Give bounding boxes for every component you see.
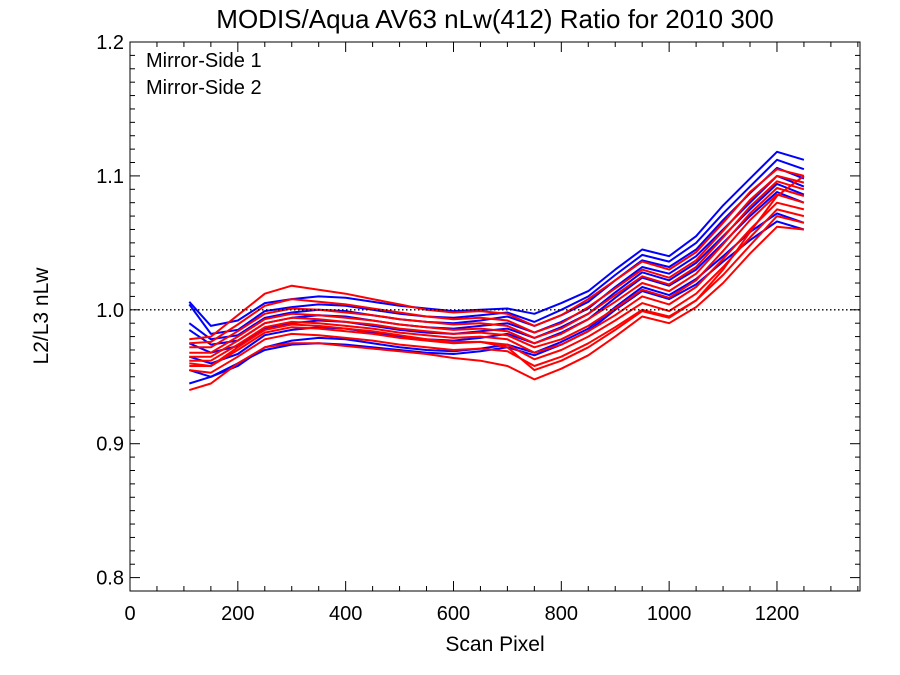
series-line-17 — [189, 225, 804, 392]
series-line-2 — [188, 158, 805, 335]
series-line-12 — [189, 187, 805, 354]
x-tick-label: 200 — [221, 603, 254, 625]
series-line-7 — [189, 212, 805, 378]
legend-entry-mirror-side-1: Mirror-Side 1 — [146, 50, 262, 72]
series-line-1 — [188, 150, 805, 327]
series-line-18 — [189, 175, 805, 372]
x-tick-label: 800 — [545, 603, 578, 625]
y-tick-label: 1.0 — [96, 300, 124, 322]
y-axis-label: L2/L3 nLw — [30, 267, 53, 365]
legend-entry-mirror-side-2: Mirror-Side 2 — [146, 77, 262, 99]
y-axis-ticks: 0.8 0.9 1.0 1.1 1.2 — [96, 32, 860, 592]
series-line-6 — [189, 191, 805, 365]
x-axis-label: Scan Pixel — [445, 633, 544, 656]
series-line-9 — [189, 168, 805, 341]
y-tick-label: 1.1 — [96, 166, 124, 188]
x-axis-ticks: 0 200 400 600 800 1000 1200 — [124, 42, 859, 625]
plot-frame — [129, 41, 861, 592]
y-tick-label: 0.9 — [96, 434, 124, 456]
x-tick-label: 600 — [437, 603, 470, 625]
series-line-13 — [189, 193, 805, 358]
x-tick-label: 0 — [124, 603, 135, 625]
y-tick-label: 1.2 — [96, 32, 124, 54]
series-line-15 — [189, 208, 805, 367]
x-tick-label: 1200 — [755, 603, 800, 625]
y-tick-label: 0.8 — [96, 568, 124, 590]
series-line-14 — [189, 201, 805, 362]
x-tick-label: 1000 — [647, 603, 692, 625]
series-layer — [188, 150, 805, 392]
series-line-10 — [189, 174, 805, 345]
chart-title: MODIS/Aqua AV63 nLw(412) Ratio for 2010 … — [216, 4, 773, 34]
x-tick-label: 400 — [329, 603, 362, 625]
